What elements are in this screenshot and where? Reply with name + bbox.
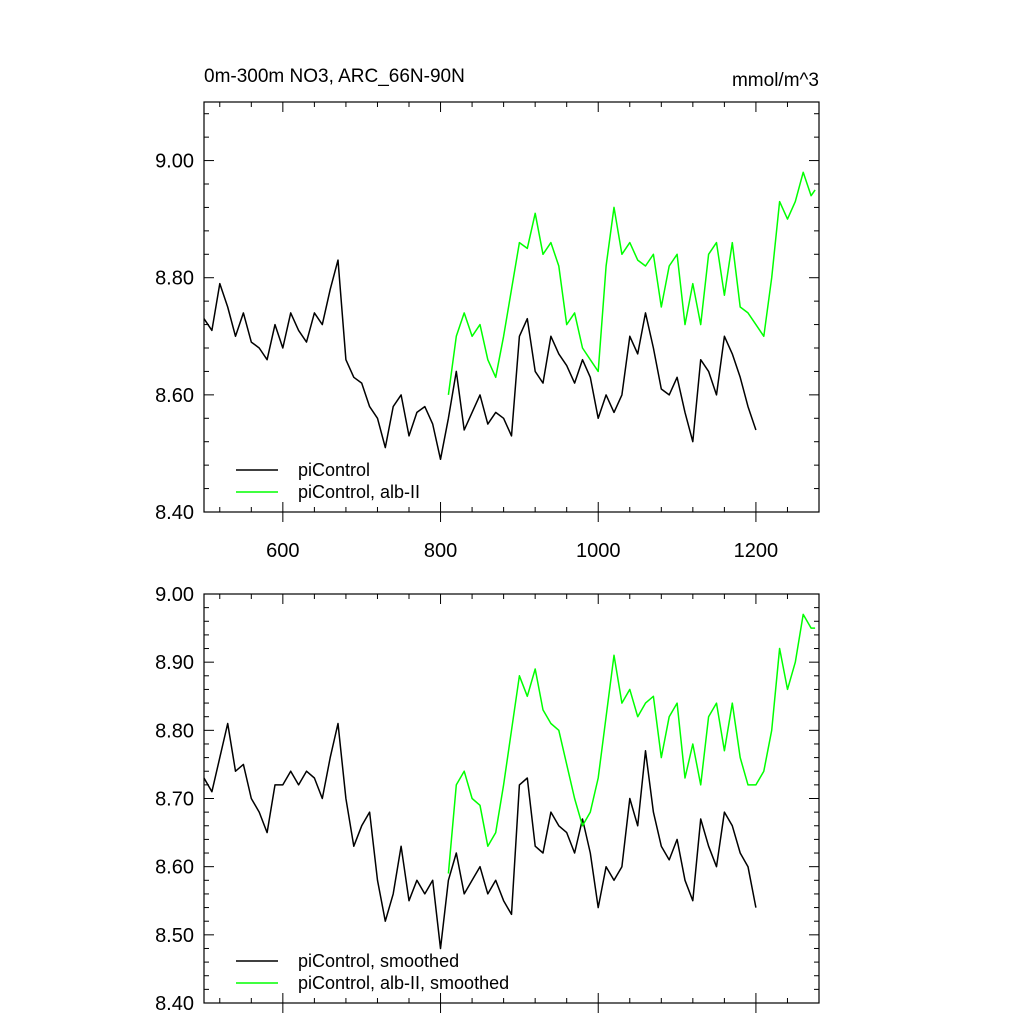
legend-label: piControl, smoothed [298,951,459,971]
y-tick-label: 8.40 [155,502,194,524]
y-tick-label: 8.50 [155,925,194,947]
x-tick-label: 600 [266,540,299,562]
legend-label: piControl, alb-II [298,482,420,502]
plot-frame [203,101,820,513]
y-tick-label: 9.00 [155,584,194,606]
series-line [203,259,757,461]
top-panel: 8.40 8.60 8.80 9.00 600 800 1000 1200 piControlp… [155,101,820,562]
units-label: mmol/m^3 [732,70,819,91]
y-tick-label: 8.60 [155,385,194,407]
y-tick-label: 8.80 [155,720,194,742]
y-tick-label: 8.40 [155,993,194,1015]
series-line [447,171,816,396]
y-tick-label: 8.90 [155,652,194,674]
x-tick-label: 800 [424,540,457,562]
y-tick-label: 8.70 [155,789,194,811]
y-tick-label: 8.60 [155,857,194,879]
x-tick-label: 1200 [734,540,779,562]
legend-label: piControl, alb-II, smoothed [298,973,509,993]
y-tick-label: 8.80 [155,268,194,290]
series-line [447,613,816,874]
chart-title: 0m-300m NO3, ARC_66N-90N [204,66,465,87]
x-tick-label: 1000 [576,540,621,562]
bottom-panel: 8.40 8.50 8.60 8.70 8.80 8.90 9.00 piControl, s… [155,584,820,1015]
y-tick-label: 9.00 [155,151,194,173]
series-line [203,722,757,950]
plot-frame [203,593,820,1004]
legend-label: piControl [298,460,370,480]
